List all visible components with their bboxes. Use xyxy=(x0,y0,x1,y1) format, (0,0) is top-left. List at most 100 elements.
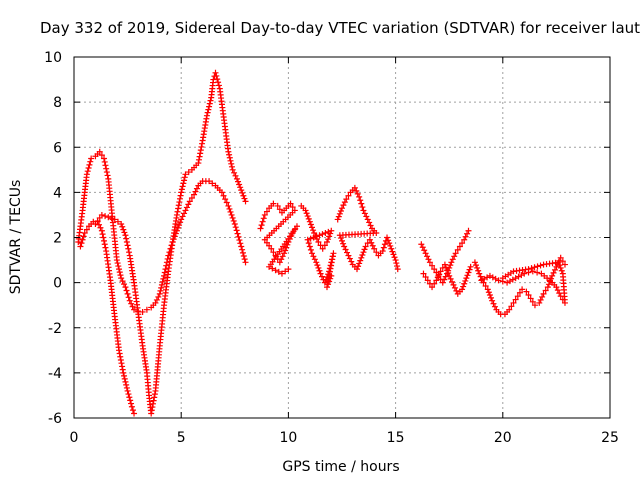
y-tick-label: 2 xyxy=(53,231,62,247)
data-point xyxy=(128,300,135,307)
x-axis-label: GPS time / hours xyxy=(282,459,399,475)
data-point xyxy=(241,256,248,263)
data-point xyxy=(450,281,457,288)
data-point xyxy=(111,216,118,223)
y-tick-label: 4 xyxy=(53,185,62,201)
data-point xyxy=(257,225,264,232)
data-point xyxy=(124,387,131,394)
data-point xyxy=(80,233,87,240)
data-point xyxy=(534,269,541,276)
data-point xyxy=(359,251,366,258)
data-point xyxy=(380,244,387,251)
data-point xyxy=(123,239,130,246)
data-point xyxy=(148,410,155,417)
data-point xyxy=(152,299,159,306)
data-point xyxy=(345,192,352,199)
data-point xyxy=(153,296,160,303)
data-point xyxy=(527,295,534,302)
data-point xyxy=(113,257,120,264)
data-point xyxy=(225,148,232,155)
data-point xyxy=(263,208,270,215)
data-point xyxy=(531,264,538,271)
data-point xyxy=(129,407,136,414)
data-point xyxy=(225,202,232,209)
data-point xyxy=(363,213,370,220)
data-point xyxy=(205,106,212,113)
data-point xyxy=(361,246,368,253)
data-point xyxy=(239,189,246,196)
data-point xyxy=(474,264,481,271)
data-point xyxy=(197,147,204,154)
data-point xyxy=(473,262,479,269)
data-point xyxy=(429,262,436,269)
data-point xyxy=(149,404,156,411)
axis-ticks xyxy=(73,56,611,419)
data-point xyxy=(385,237,392,244)
data-point xyxy=(534,263,541,270)
data-point xyxy=(360,207,367,214)
data-point xyxy=(354,190,361,197)
data-point xyxy=(227,208,234,215)
data-point xyxy=(102,244,109,251)
data-point xyxy=(121,281,128,288)
y-tick-label: 6 xyxy=(53,140,62,156)
data-point xyxy=(233,227,240,234)
data-point xyxy=(122,284,129,291)
data-point xyxy=(426,259,433,266)
data-point xyxy=(116,266,123,273)
data-point xyxy=(437,268,444,275)
series-track-e xyxy=(298,202,337,291)
y-tick-labels: -6 -4 -2 0 2 4 6 8 10 xyxy=(44,50,62,427)
data-point xyxy=(197,150,204,157)
data-point xyxy=(328,227,335,234)
data-point xyxy=(195,156,202,163)
data-point xyxy=(207,97,214,104)
data-point xyxy=(235,233,242,240)
data-point xyxy=(120,369,127,376)
data-point xyxy=(261,236,268,243)
data-point xyxy=(351,184,358,191)
data-point xyxy=(121,229,128,236)
data-point xyxy=(540,261,547,268)
data-point xyxy=(489,297,496,304)
data-point xyxy=(151,391,158,398)
data-point xyxy=(206,178,213,185)
data-point xyxy=(449,256,456,263)
data-point xyxy=(325,236,332,243)
data-point xyxy=(279,253,286,260)
data-point xyxy=(129,303,136,310)
data-point xyxy=(314,262,321,269)
data-point xyxy=(85,165,92,172)
data-point xyxy=(336,232,343,239)
data-point xyxy=(454,246,461,253)
data-point xyxy=(424,277,431,284)
data-point xyxy=(308,224,315,231)
data-point xyxy=(306,243,313,250)
data-point xyxy=(467,263,474,270)
data-point xyxy=(477,273,484,280)
data-point xyxy=(117,353,124,360)
data-point xyxy=(116,269,123,276)
data-point xyxy=(451,253,458,260)
data-point xyxy=(464,272,471,279)
data-point xyxy=(173,211,180,218)
data-point xyxy=(185,201,192,208)
data-point xyxy=(175,202,182,209)
data-point xyxy=(268,245,275,252)
data-point xyxy=(181,210,188,217)
data-point xyxy=(101,155,108,162)
data-point xyxy=(178,189,185,196)
data-point xyxy=(175,205,182,212)
data-point xyxy=(183,204,190,211)
data-point xyxy=(447,275,454,282)
x-tick-label: 15 xyxy=(387,430,405,446)
data-point xyxy=(343,196,350,203)
data-point xyxy=(118,220,125,227)
data-point xyxy=(531,302,538,309)
series-track-a xyxy=(75,148,249,315)
data-point xyxy=(550,269,557,276)
data-point xyxy=(276,206,283,213)
data-point xyxy=(557,264,564,271)
data-point xyxy=(119,223,126,230)
y-tick-label: -2 xyxy=(48,321,62,337)
